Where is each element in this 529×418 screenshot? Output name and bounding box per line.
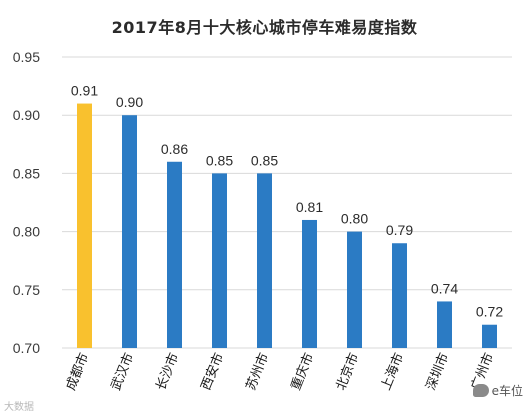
x-tick-label: 北京市 — [333, 351, 362, 393]
data-label: 0.91 — [71, 83, 98, 99]
x-tick-label: 上海市 — [378, 351, 407, 393]
bar — [257, 173, 272, 348]
y-tick-label: 0.80 — [13, 224, 40, 240]
chat-bubble-icon — [472, 384, 489, 397]
data-label: 0.85 — [251, 152, 278, 168]
chart-title: 2017年8月十大核心城市停车难易度指数 — [111, 18, 418, 37]
data-label: 0.74 — [431, 280, 458, 296]
data-label: 0.80 — [341, 211, 368, 227]
bar — [347, 231, 362, 348]
data-label: 0.85 — [206, 152, 233, 168]
bar — [302, 219, 317, 348]
bar — [77, 103, 92, 348]
y-tick-label: 0.70 — [13, 340, 40, 356]
y-tick-label: 0.95 — [13, 49, 40, 65]
y-tick-label: 0.85 — [13, 165, 40, 181]
bar — [482, 324, 497, 348]
x-tick-label: 成都市 — [63, 351, 92, 393]
data-label: 0.90 — [116, 94, 143, 110]
x-tick-label: 苏州市 — [243, 351, 272, 393]
x-tick-label: 西安市 — [198, 351, 227, 393]
x-tick-label: 重庆市 — [288, 351, 317, 393]
x-tick-label: 武汉市 — [108, 351, 137, 393]
data-label: 0.86 — [161, 141, 188, 157]
watermark-right-text: e车位 — [491, 384, 523, 398]
data-label: 0.81 — [296, 199, 323, 215]
bar — [437, 301, 452, 348]
bar — [122, 115, 137, 348]
data-label: 0.79 — [386, 222, 413, 238]
bar — [167, 161, 182, 348]
y-tick-label: 0.75 — [13, 282, 40, 298]
bar — [392, 243, 407, 348]
x-tick-label: 长沙市 — [153, 351, 182, 393]
y-tick-label: 0.90 — [13, 107, 40, 123]
bar — [212, 173, 227, 348]
x-tick-label: 深圳市 — [423, 351, 452, 393]
data-label: 0.72 — [476, 304, 503, 320]
watermark-left: 大数据 — [4, 402, 34, 413]
watermark-right: e车位 — [472, 382, 523, 399]
